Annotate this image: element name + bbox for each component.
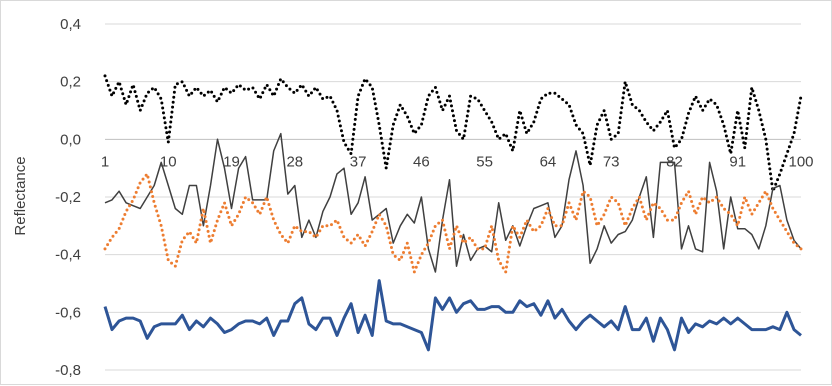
series-line-2 <box>104 132 802 273</box>
y-tick-label: 0,0 <box>60 131 81 148</box>
x-tick-label: 55 <box>476 153 493 170</box>
y-tick-label: 0,2 <box>60 74 81 91</box>
y-tick-label: -0,6 <box>55 304 81 321</box>
y-axis-tick-labels: -0,8 -0,6 -0,4 -0,2 0,0 0,2 0,4 <box>55 16 81 379</box>
series-line-4 <box>103 279 802 352</box>
x-tick-label: 46 <box>413 153 430 170</box>
x-tick-label: 28 <box>286 153 303 170</box>
x-tick-label: 73 <box>603 153 620 170</box>
y-tick-label: -0,2 <box>55 189 81 206</box>
x-axis-tick-labels: 1 10 19 28 37 46 55 64 73 82 91 100 <box>101 153 814 170</box>
x-tick-label: 64 <box>540 153 557 170</box>
gridlines <box>105 23 801 371</box>
x-tick-label: 1 <box>101 153 109 170</box>
x-tick-label: 100 <box>788 153 813 170</box>
series-line-3 <box>103 172 803 274</box>
x-tick-label: 91 <box>729 153 746 170</box>
y-axis-title: Reflectance <box>12 156 29 235</box>
x-tick-label: 37 <box>350 153 367 170</box>
x-tick-label: 19 <box>223 153 240 170</box>
series-line-1 <box>103 74 803 193</box>
y-tick-label: -0,8 <box>55 362 81 379</box>
series-lines <box>103 74 803 352</box>
y-tick-label: 0,4 <box>60 16 81 33</box>
x-tick-label: 82 <box>666 153 683 170</box>
x-tick-label: 10 <box>160 153 177 170</box>
y-tick-label: -0,4 <box>55 247 81 264</box>
